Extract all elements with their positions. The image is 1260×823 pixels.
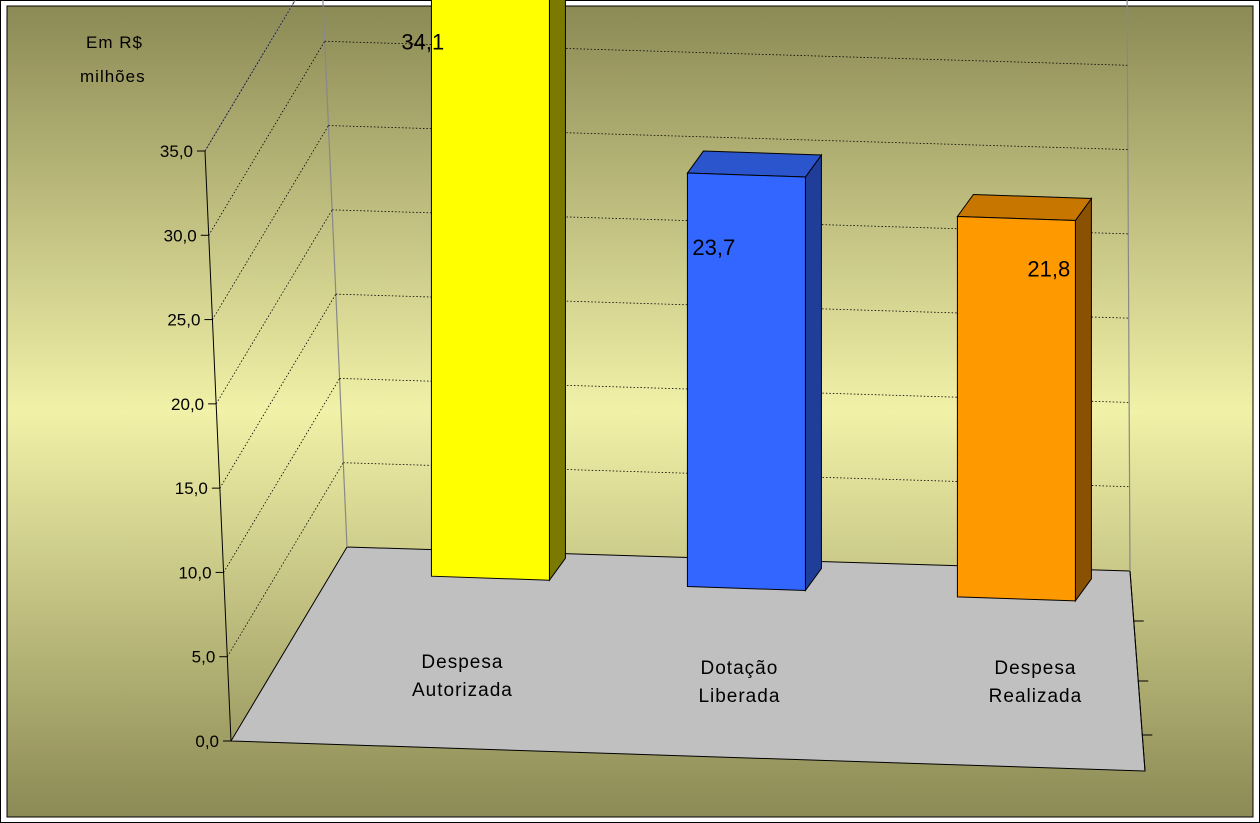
data-label: 21,8 bbox=[1027, 256, 1070, 281]
side-gridline bbox=[219, 293, 337, 489]
data-label: 34,1 bbox=[401, 29, 444, 54]
y-tick-label: 10,0 bbox=[178, 563, 211, 582]
y-tick-label: 5,0 bbox=[192, 648, 216, 667]
y-tick-label: 25,0 bbox=[167, 311, 200, 330]
category-label: Dotação bbox=[701, 658, 779, 679]
bar bbox=[430, 0, 566, 582]
bars: 34,1 23,7 21,8 bbox=[401, 0, 1093, 603]
category-label: Liberada bbox=[698, 686, 780, 707]
bar-top bbox=[686, 150, 823, 178]
y-tick-label: 35,0 bbox=[160, 142, 193, 161]
bar-side bbox=[804, 153, 822, 593]
data-label: 23,7 bbox=[692, 235, 735, 260]
y-axis-line bbox=[204, 150, 232, 742]
category-label: Despesa bbox=[421, 652, 503, 673]
bar-front bbox=[430, 0, 550, 581]
bar-side bbox=[548, 0, 566, 582]
bar bbox=[686, 150, 823, 593]
depth-axis-line bbox=[1129, 570, 1146, 772]
side-gridline bbox=[215, 209, 333, 405]
y-tick-label: 0,0 bbox=[195, 732, 219, 751]
bar bbox=[956, 193, 1093, 603]
category-label: Despesa bbox=[994, 658, 1076, 679]
side-gridline bbox=[223, 378, 340, 573]
bar-top bbox=[956, 193, 1093, 222]
unit-label-line2: milhões bbox=[80, 67, 146, 86]
back-left-edge bbox=[322, 0, 348, 548]
bar-front bbox=[956, 215, 1076, 602]
side-gridline bbox=[226, 462, 344, 657]
bar-side bbox=[1074, 196, 1092, 603]
side-gridline bbox=[204, 0, 296, 152]
category-labels: Despesa Autorizada Dotação Liberada Despesa R… bbox=[412, 652, 1083, 707]
bar-front bbox=[686, 172, 806, 592]
category-label: Realizada bbox=[989, 686, 1083, 707]
y-tick-label: 15,0 bbox=[175, 479, 208, 498]
side-gridline bbox=[208, 41, 326, 236]
y-axis: 0,0 5,0 10,0 15,0 20,0 25,0 30,0 35,0 bbox=[160, 142, 1153, 772]
back-right-edge bbox=[1126, 0, 1131, 572]
y-tick-label: 30,0 bbox=[164, 226, 197, 245]
unit-label-line1: Em R$ bbox=[86, 33, 143, 52]
category-label: Autorizada bbox=[412, 680, 513, 701]
y-tick-label: 20,0 bbox=[171, 395, 204, 414]
side-gridline bbox=[212, 125, 329, 320]
